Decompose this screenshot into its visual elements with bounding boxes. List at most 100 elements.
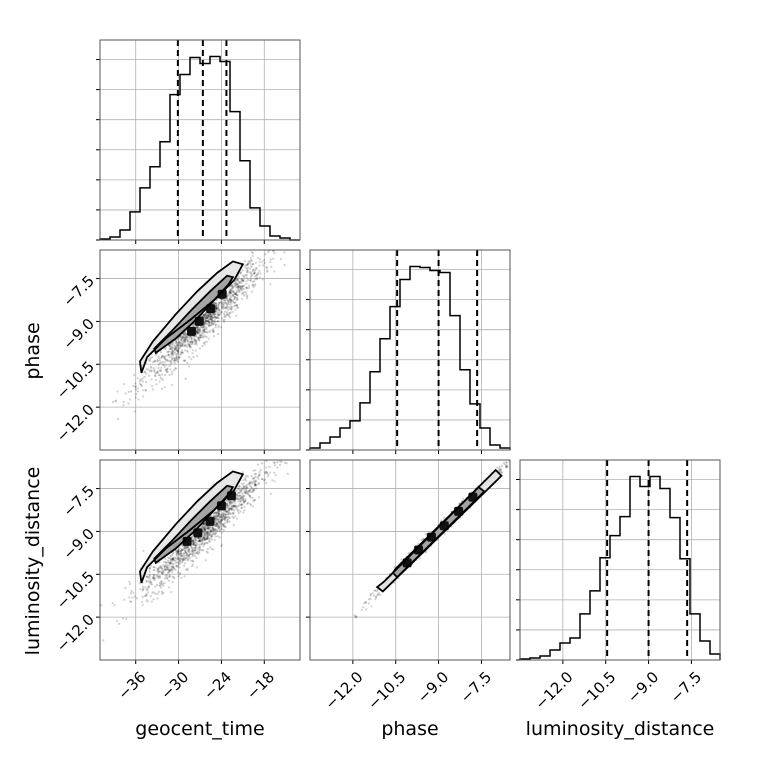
- scatter-geocent-time-vs-phase-sample-point: [211, 329, 214, 332]
- scatter-geocent-time-vs-luminosity-distance-sample-point: [244, 476, 247, 479]
- scatter-geocent-time-vs-phase-sample-point: [192, 355, 195, 359]
- scatter-geocent-time-vs-phase-sample-point: [170, 346, 173, 349]
- scatter-geocent-time-vs-luminosity-distance-sample-point: [198, 539, 202, 542]
- scatter-geocent-time-vs-luminosity-distance-sample-point: [160, 580, 163, 583]
- scatter-geocent-time-vs-luminosity-distance-sample-point: [226, 518, 229, 521]
- scatter-geocent-time-vs-phase-sample-point: [179, 335, 182, 338]
- scatter-geocent-time-vs-phase-sample-point: [179, 351, 182, 354]
- scatter-geocent-time-vs-luminosity-distance-sample-point: [217, 527, 220, 530]
- scatter-geocent-time-vs-phase-sample-point: [154, 371, 157, 374]
- scatter-geocent-time-vs-luminosity-distance-sample-point: [202, 529, 205, 532]
- scatter-geocent-time-vs-luminosity-distance-sample-point: [261, 462, 264, 465]
- scatter-geocent-time-vs-phase-density-peak: [186, 326, 196, 336]
- scatter-geocent-time-vs-phase-sample-point: [237, 290, 240, 293]
- scatter-geocent-time-vs-phase-sample-point: [212, 320, 215, 323]
- scatter-geocent-time-vs-luminosity-distance-sample-point: [180, 554, 184, 558]
- scatter-geocent-time-vs-luminosity-distance-sample-point: [207, 527, 210, 530]
- scatter-geocent-time-vs-luminosity-distance-sample-point: [234, 504, 237, 508]
- scatter-phase-vs-luminosity-distance-sample-point: [515, 452, 517, 454]
- scatter-geocent-time-vs-phase-sample-point: [181, 335, 184, 339]
- scatter-geocent-time-vs-phase-sample-point: [185, 335, 188, 339]
- scatter-geocent-time-vs-luminosity-distance-sample-point: [198, 539, 201, 542]
- scatter-phase-vs-luminosity-distance-sample-point: [496, 466, 499, 469]
- scatter-geocent-time-vs-luminosity-distance-sample-point: [164, 557, 167, 561]
- scatter-geocent-time-vs-luminosity-distance-sample-point: [197, 546, 200, 549]
- scatter-geocent-time-vs-luminosity-distance-sample-point: [253, 484, 257, 487]
- scatter-geocent-time-vs-luminosity-distance-sample-point: [244, 491, 247, 494]
- scatter-geocent-time-vs-phase-sample-point: [176, 343, 179, 346]
- scatter-geocent-time-vs-luminosity-distance-ytick-label: −7.5: [60, 482, 98, 520]
- scatter-geocent-time-vs-luminosity-distance-sample-point: [202, 549, 205, 552]
- scatter-geocent-time-vs-luminosity-distance-sample-point: [243, 494, 246, 498]
- scatter-geocent-time-vs-phase-sample-point: [223, 320, 226, 324]
- scatter-geocent-time-vs-luminosity-distance-sample-point: [192, 542, 195, 545]
- scatter-geocent-time-vs-luminosity-distance-sample-point: [164, 574, 167, 577]
- scatter-geocent-time-vs-phase-sample-point: [226, 313, 229, 316]
- scatter-geocent-time-vs-luminosity-distance-sample-point: [222, 517, 225, 520]
- scatter-geocent-time-vs-luminosity-distance-sample-point: [246, 491, 249, 495]
- scatter-geocent-time-vs-luminosity-distance-sample-point: [195, 541, 198, 545]
- scatter-geocent-time-vs-phase-sample-point: [196, 331, 199, 334]
- scatter-geocent-time-vs-phase-sample-point: [157, 373, 160, 377]
- scatter-geocent-time-vs-phase-sample-point: [230, 288, 233, 292]
- scatter-geocent-time-vs-luminosity-distance-sample-point: [149, 578, 152, 581]
- scatter-geocent-time-vs-phase-sample-point: [175, 340, 178, 343]
- scatter-geocent-time-vs-phase-sample-point: [180, 342, 183, 345]
- scatter-geocent-time-vs-phase-sample-point: [143, 371, 146, 374]
- scatter-geocent-time-vs-luminosity-distance-sample-point: [223, 512, 226, 516]
- scatter-geocent-time-vs-phase-sample-point: [229, 290, 232, 293]
- scatter-geocent-time-vs-luminosity-distance-sample-point: [239, 498, 242, 501]
- scatter-geocent-time-vs-luminosity-distance-sample-point: [162, 571, 165, 574]
- scatter-geocent-time-vs-phase-sample-point: [266, 270, 269, 273]
- scatter-geocent-time-vs-luminosity-distance-sample-point: [253, 483, 257, 486]
- scatter-geocent-time-vs-luminosity-distance-sample-point: [178, 552, 181, 556]
- scatter-phase-vs-luminosity-distance-sample-point: [500, 471, 503, 474]
- scatter-geocent-time-vs-luminosity-distance-sample-point: [214, 528, 217, 531]
- scatter-geocent-time-vs-phase-frame: [99, 249, 301, 451]
- scatter-geocent-time-vs-phase-sample-point: [183, 336, 186, 339]
- scatter-geocent-time-vs-phase-sample-point: [160, 355, 164, 358]
- scatter-geocent-time-vs-phase-sample-point: [213, 318, 216, 322]
- scatter-geocent-time-vs-phase-sample-point: [177, 346, 180, 350]
- scatter-geocent-time-vs-phase-sample-point: [215, 307, 218, 310]
- scatter-phase-vs-luminosity-distance-sample-point: [363, 602, 366, 605]
- scatter-geocent-time-vs-phase-sample-point: [215, 306, 218, 309]
- scatter-geocent-time-vs-phase-sample-point: [195, 339, 198, 343]
- scatter-geocent-time-vs-phase-sample-point: [171, 341, 174, 345]
- scatter-geocent-time-vs-luminosity-distance-sample-point: [164, 565, 167, 568]
- scatter-geocent-time-vs-phase-sample-point: [172, 357, 176, 360]
- scatter-geocent-time-vs-phase-sample-point: [180, 351, 183, 354]
- scatter-geocent-time-vs-phase-sample-point: [175, 340, 178, 344]
- scatter-geocent-time-vs-luminosity-distance-sample-point: [203, 536, 206, 540]
- scatter-phase-vs-luminosity-distance-xtick-label: −9.0: [414, 668, 452, 706]
- scatter-geocent-time-vs-phase-sample-point: [263, 261, 266, 265]
- scatter-geocent-time-vs-phase-sample-point: [265, 266, 268, 269]
- scatter-geocent-time-vs-phase-sample-point: [170, 358, 174, 361]
- scatter-geocent-time-vs-luminosity-distance-sample-point: [113, 604, 116, 607]
- scatter-geocent-time-vs-phase-sample-point: [163, 361, 167, 364]
- scatter-geocent-time-vs-luminosity-distance-sample-point: [192, 560, 195, 563]
- scatter-geocent-time-vs-phase-sample-point: [173, 359, 176, 362]
- scatter-geocent-time-vs-phase-sample-point: [205, 319, 208, 322]
- scatter-geocent-time-vs-phase-sample-point: [168, 344, 171, 348]
- scatter-geocent-time-vs-phase-sample-point: [191, 341, 194, 344]
- scatter-geocent-time-vs-luminosity-distance-sample-point: [192, 541, 195, 544]
- scatter-geocent-time-vs-phase-sample-point: [180, 339, 183, 343]
- scatter-geocent-time-vs-luminosity-distance-sample-point: [173, 559, 177, 563]
- scatter-geocent-time-vs-luminosity-distance-sample-point: [219, 520, 222, 524]
- scatter-geocent-time-vs-phase-sample-point: [150, 369, 153, 372]
- scatter-geocent-time-vs-phase-sample-point: [176, 358, 179, 361]
- scatter-geocent-time-vs-luminosity-distance-sample-point: [206, 530, 209, 533]
- scatter-geocent-time-vs-phase-sample-point: [242, 278, 245, 281]
- scatter-geocent-time-vs-luminosity-distance-sample-point: [203, 529, 206, 532]
- scatter-geocent-time-vs-luminosity-distance-sample-point: [198, 551, 201, 555]
- scatter-geocent-time-vs-phase-sample-point: [221, 301, 224, 304]
- scatter-geocent-time-vs-phase-sample-point: [236, 278, 240, 281]
- scatter-geocent-time-vs-phase-sample-point: [232, 286, 235, 289]
- scatter-geocent-time-vs-phase-sample-point: [205, 328, 208, 331]
- scatter-geocent-time-vs-phase-sample-point: [236, 285, 240, 288]
- scatter-geocent-time-vs-phase-sample-point: [235, 303, 238, 307]
- scatter-geocent-time-vs-phase-sample-point: [229, 303, 232, 306]
- scatter-geocent-time-vs-phase-sample-point: [249, 279, 252, 282]
- scatter-geocent-time-vs-luminosity-distance-sample-point: [184, 551, 188, 554]
